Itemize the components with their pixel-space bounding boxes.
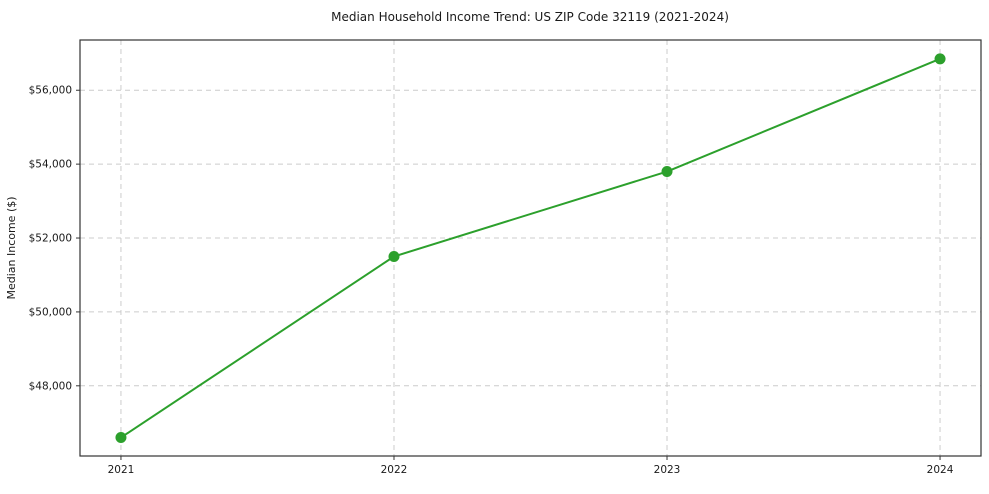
y-tick-label: $54,000: [29, 159, 72, 171]
y-tick-label: $52,000: [29, 233, 72, 245]
plot-area: $48,000 $50,000 $52,000 $54,000 $56,000 2021 2…: [29, 39, 982, 476]
data-point-marker: [934, 53, 946, 65]
plot-border: [79, 39, 982, 457]
data-point-marker: [115, 432, 127, 444]
y-axis-label: Median Income ($): [5, 196, 18, 299]
y-tick-label: $48,000: [29, 380, 72, 392]
y-tick-label: $56,000: [29, 85, 72, 97]
x-tick-label: 2022: [381, 464, 408, 476]
x-tick-label: 2024: [927, 464, 954, 476]
x-tick-label: 2023: [654, 464, 681, 476]
y-tick-label: $50,000: [29, 306, 72, 318]
x-tick-label: 2021: [108, 464, 135, 476]
trend-line: [119, 57, 942, 439]
chart-title: Median Household Income Trend: US ZIP Co…: [331, 10, 729, 24]
data-point-marker: [661, 166, 673, 178]
data-point-marker: [388, 250, 400, 262]
